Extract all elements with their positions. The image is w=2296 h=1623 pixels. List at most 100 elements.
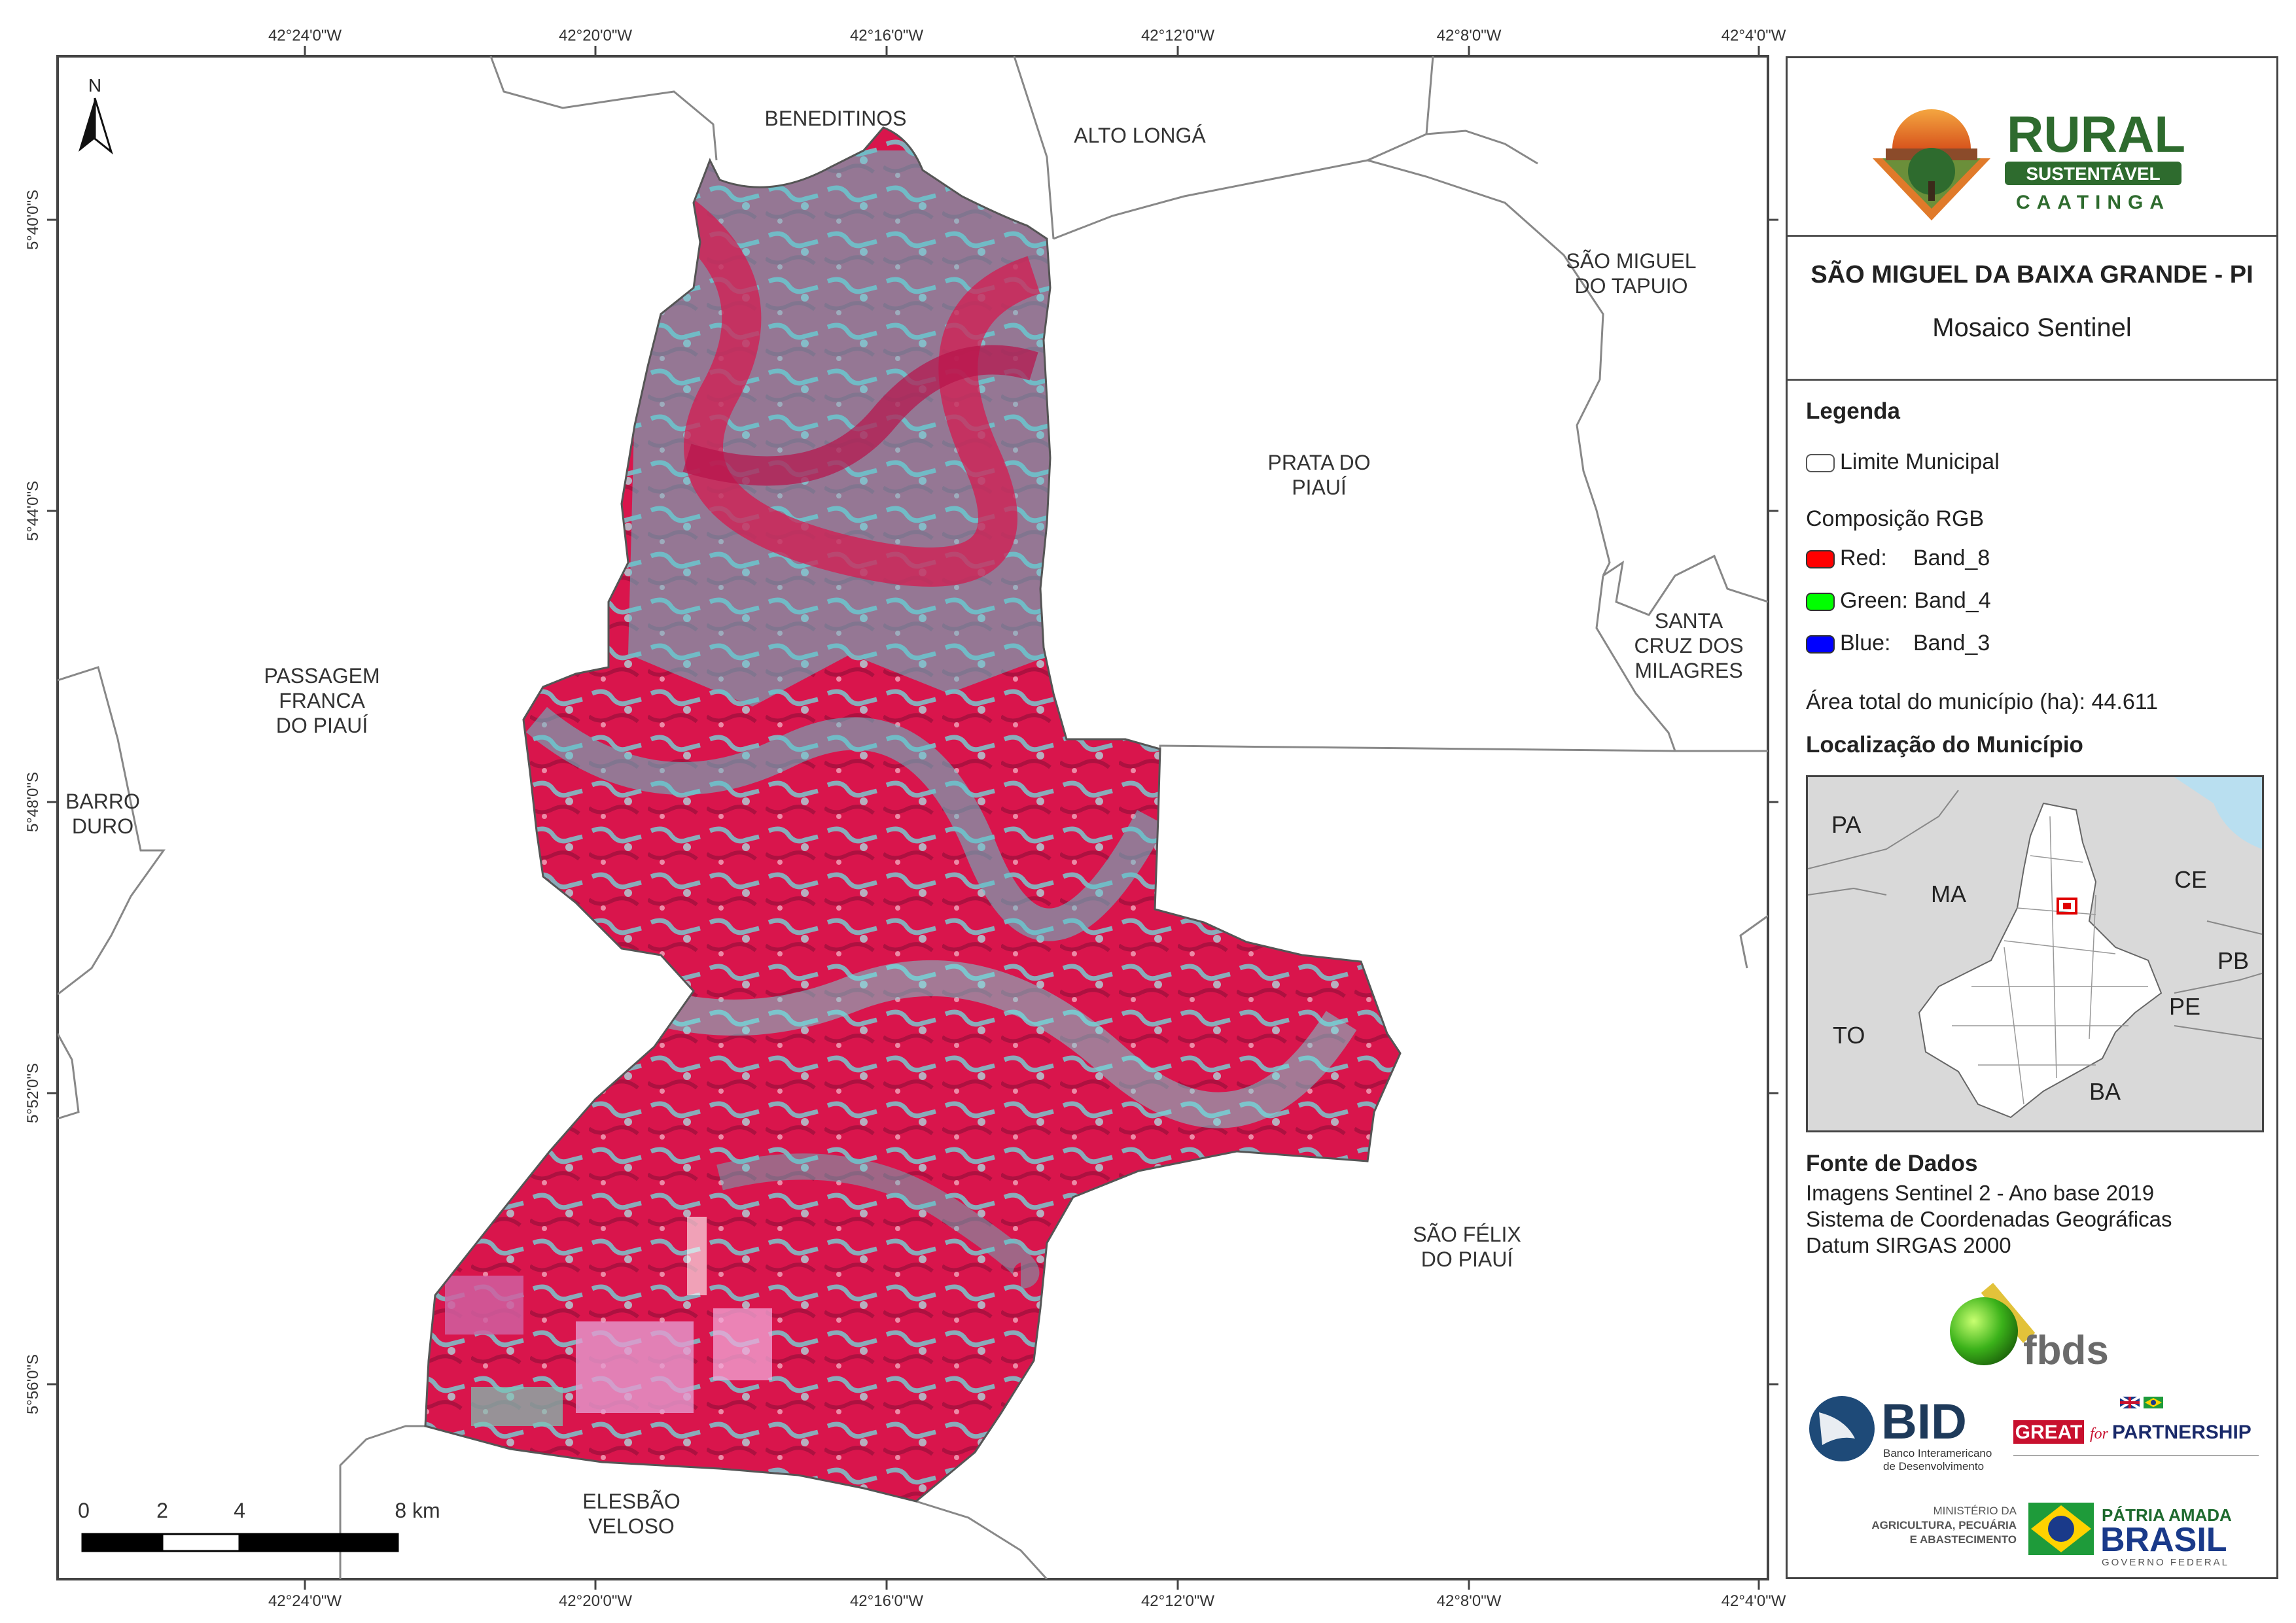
municipality-label-sao-miguel-tapuio: DO TAPUIO [1574, 274, 1687, 298]
rgb-name: Blue: [1840, 631, 1891, 655]
municipality-label-prata: PRATA DO [1267, 451, 1370, 474]
municipality-label-santa-cruz: SANTA [1655, 609, 1723, 633]
bid-text: BID [1881, 1394, 1967, 1450]
north-arrow-label: N [88, 75, 101, 96]
top-coord-label: 42°12'0"W [1141, 27, 1214, 44]
rural-sustentavel-logo: RURAL SUSTENTÁVEL CAATINGA [1866, 96, 2233, 220]
municipality-label-santa-cruz: MILAGRES [1634, 659, 1742, 682]
inset-label-to: TO [1833, 1022, 1865, 1049]
fbds-emblem-icon: fbds [1950, 1282, 2109, 1373]
top-coord-label: 42°20'0"W [559, 27, 632, 44]
north-arrow: N [79, 75, 113, 155]
patria-amada-brasil-logo: PÁTRIA AMADA BRASIL GOVERNO FEDERAL [2028, 1497, 2238, 1569]
bid-subtitle: de Desenvolvimento [1883, 1460, 1984, 1473]
municipality-label-sao-miguel-tapuio: SÃO MIGUEL [1566, 249, 1696, 273]
location-heading: Localização do Município [1806, 732, 2083, 758]
municipality-label-sao-felix: SÃO FÉLIX [1413, 1223, 1521, 1246]
governo-text: GOVERNO FEDERAL [2102, 1557, 2229, 1568]
red-swatch [1806, 550, 1835, 569]
municipality-label-elesbao-veloso: VELOSO [588, 1514, 675, 1538]
left-coord-label: 5°40'0"S [24, 190, 42, 250]
bid-subtitle: Banco Interamericano [1883, 1447, 1992, 1459]
brasil-text: BRASIL [2100, 1521, 2227, 1559]
brand-line2: SUSTENTÁVEL [2026, 164, 2160, 184]
municipality-label-santa-cruz: CRUZ DOS [1634, 634, 1743, 657]
scale-bar-label: 0 [78, 1499, 90, 1522]
limit-swatch [1806, 454, 1835, 473]
legend-heading: Legenda [1806, 398, 1900, 424]
brasil-flag-icon: PÁTRIA AMADA BRASIL GOVERNO FEDERAL [2028, 1503, 2232, 1568]
left-coord-label: 5°56'0"S [24, 1354, 42, 1414]
municipality-label-passagem-franca: FRANCA [279, 689, 365, 712]
rgb-band: Band_8 [1913, 546, 1990, 570]
rgb-band: Band_3 [1913, 631, 1990, 655]
scale-bar-label: 2 [156, 1499, 168, 1522]
great-text: GREAT [2015, 1422, 2083, 1443]
rgb-name: Green: [1840, 588, 1908, 613]
bottom-coord-label: 42°8'0"W [1437, 1592, 1502, 1610]
map-title: SÃO MIGUEL DA BAIXA GRANDE - PI [1810, 261, 2253, 288]
municipality-labels: BENEDITINOS ALTO LONGÁ SÃO MIGUEL DO TAP… [65, 107, 1743, 1538]
bottom-coord-label: 42°4'0"W [1722, 1592, 1786, 1610]
inset-label-pa: PA [1831, 811, 1862, 838]
left-coord-label: 5°52'0"S [24, 1063, 42, 1123]
top-coordinate-labels: 42°24'0"W 42°20'0"W 42°16'0"W 42°12'0"W … [268, 27, 1786, 44]
brand-line3: CAATINGA [2016, 192, 2170, 213]
bottom-coord-label: 42°12'0"W [1141, 1592, 1214, 1610]
great-partnership-emblem-icon: GREAT for PARTNERSHIP [2013, 1395, 2259, 1456]
legend-panel: RURAL SUSTENTÁVEL CAATINGA SÃO MIGUEL DA… [1786, 56, 2278, 1579]
municipality-label-passagem-franca: DO PIAUÍ [276, 714, 368, 737]
inset-label-ce: CE [2174, 866, 2208, 893]
top-coord-label: 42°24'0"W [268, 27, 342, 44]
ministerio-line: MINISTÉRIO DA [1933, 1505, 2017, 1517]
scale-bar-label: 8 km [395, 1499, 440, 1522]
legend-item-red: Red: Band_8 [1806, 546, 1990, 571]
municipality-label-barro-duro: BARRO [65, 790, 140, 813]
top-coord-label: 42°8'0"W [1437, 27, 1502, 44]
graticule-ticks [47, 46, 1778, 1590]
location-inset-map: PA MA CE PB PE TO BA [1806, 775, 2264, 1132]
fbds-text: fbds [2023, 1328, 2109, 1372]
top-coord-label: 42°4'0"W [1722, 27, 1786, 44]
municipality-label-barro-duro: DURO [72, 814, 133, 838]
piaui-state-shape [1918, 802, 2163, 1119]
rural-sustentavel-emblem-icon: RURAL SUSTENTÁVEL CAATINGA [1873, 105, 2185, 220]
left-coordinate-labels: 5°40'0"S 5°44'0"S 5°48'0"S 5°52'0"S 5°56… [24, 190, 42, 1414]
bid-emblem-icon: BID Banco Interamericano de Desenvolvime… [1809, 1394, 1992, 1473]
area-text: Área total do município (ha): 44.611 [1806, 689, 2159, 714]
great-for-text: for [2090, 1425, 2109, 1442]
municipality-label-sao-felix: DO PIAUÍ [1421, 1248, 1513, 1271]
rgb-name: Red: [1840, 546, 1887, 570]
rgb-band: Band_4 [1914, 588, 1991, 613]
left-coord-label: 5°48'0"S [24, 772, 42, 832]
ministerio-line: E ABASTECIMENTO [1909, 1533, 2017, 1546]
great-partnership-text: PARTNERSHIP [2112, 1422, 2252, 1443]
scale-bar-label: 4 [234, 1499, 245, 1522]
scale-bar: 0 2 4 8 km [78, 1499, 440, 1552]
rgb-heading: Composição RGB [1806, 506, 1985, 531]
source-heading: Fonte de Dados [1806, 1151, 1978, 1176]
fbds-logo: fbds [1938, 1267, 2134, 1373]
legend-item-limite: Limite Municipal [1806, 449, 2000, 475]
municipality-label-passagem-franca: PASSAGEM [264, 664, 380, 688]
patria-text: PÁTRIA AMADA [2102, 1505, 2232, 1525]
legend-item-green: Green: Band_4 [1806, 588, 1991, 614]
source-line: Sistema de Coordenadas Geográficas [1806, 1207, 2172, 1231]
municipality-label-beneditinos: BENEDITINOS [765, 107, 907, 130]
inset-label-pb: PB [2217, 947, 2250, 974]
panel-divider [1788, 379, 2276, 381]
blue-swatch [1806, 635, 1835, 654]
bottom-coord-label: 42°20'0"W [559, 1592, 632, 1610]
legend-limit-label: Limite Municipal [1840, 449, 2000, 474]
municipal-boundaries [58, 56, 1768, 1579]
municipality-label-elesbao-veloso: ELESBÃO [582, 1490, 680, 1513]
brand-line1: RURAL [2007, 105, 2185, 163]
inset-label-ba: BA [2089, 1078, 2121, 1105]
inset-label-pe: PE [2169, 993, 2201, 1020]
map-subtitle: Mosaico Sentinel [1932, 313, 2132, 342]
ministerio-agricultura-logo: MINISTÉRIO DA AGRICULTURA, PECUÁRIA E AB… [1827, 1504, 2017, 1576]
ministerio-line: AGRICULTURA, PECUÁRIA [1871, 1519, 2017, 1531]
top-coord-label: 42°16'0"W [850, 27, 923, 44]
left-coord-label: 5°44'0"S [24, 481, 42, 541]
